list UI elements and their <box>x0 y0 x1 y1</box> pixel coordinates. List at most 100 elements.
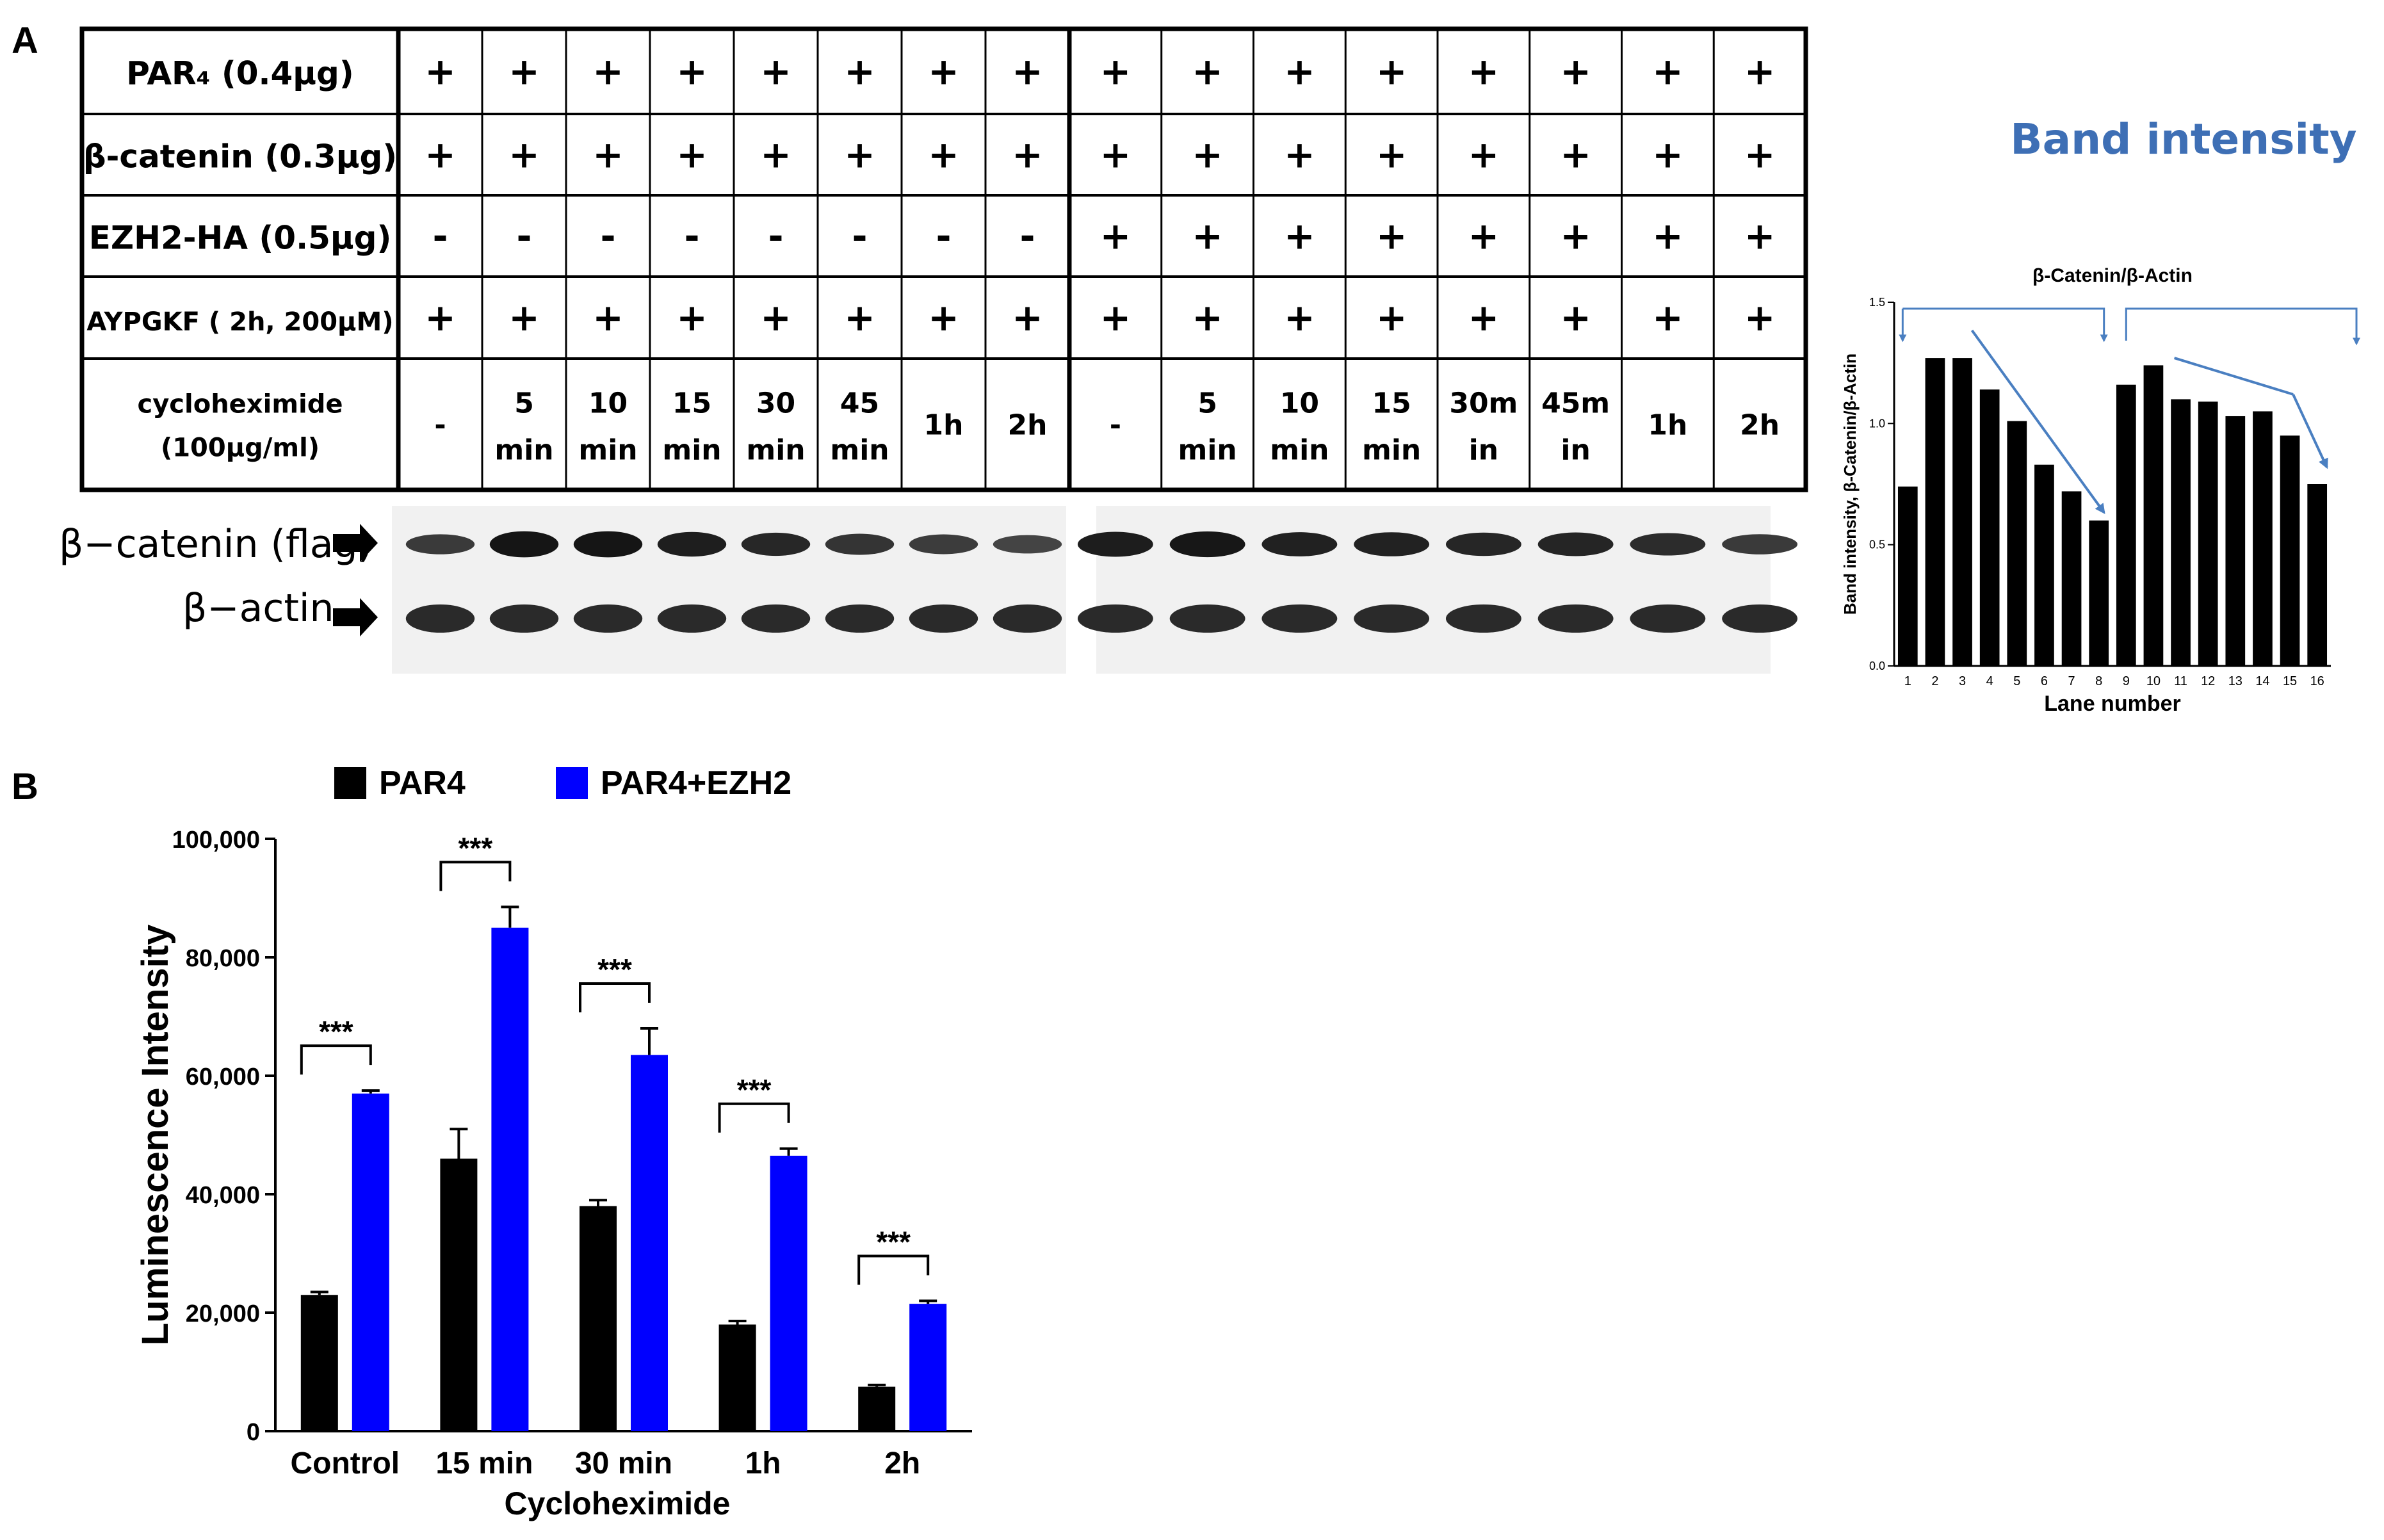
condition-cell: + <box>1100 50 1131 93</box>
bar <box>2225 416 2246 666</box>
x-tick-label: 15 min <box>435 1447 533 1480</box>
cycloheximide-time: 1h <box>1648 409 1687 442</box>
condition-cell: + <box>1560 133 1591 177</box>
condition-cell: + <box>1744 50 1776 93</box>
condition-cell: + <box>676 50 708 93</box>
y-tick-label: 0.5 <box>1869 539 1885 551</box>
bar <box>1925 358 1945 666</box>
beta-actin-band <box>1630 604 1706 633</box>
condition-cell: - <box>768 215 783 258</box>
bar <box>1979 389 2000 666</box>
condition-cell: + <box>425 50 456 93</box>
cycloheximide-time-unit: min <box>494 434 553 467</box>
legend-label: PAR4+EZH2 <box>601 765 791 802</box>
bar <box>2089 520 2109 666</box>
beta-catenin-band <box>1261 532 1338 556</box>
significance-bracket <box>857 1254 930 1285</box>
condition-cell: + <box>1284 133 1315 177</box>
beta-catenin-band <box>405 534 475 555</box>
beta-actin-band <box>825 604 895 633</box>
condition-cell: + <box>1192 50 1223 93</box>
cycloheximide-time-unit: min <box>1178 434 1237 467</box>
condition-cell: + <box>508 296 540 339</box>
beta-catenin-band <box>741 532 811 556</box>
y-axis-title: Band intensity, β-Catenin/β-Actin <box>1840 353 1860 615</box>
x-tick-label: 6 <box>2041 674 2048 688</box>
beta-catenin-blot-label: β−catenin (flag) <box>59 522 373 567</box>
beta-catenin-band <box>909 534 978 555</box>
condition-cell: + <box>1192 133 1223 177</box>
significance-label: *** <box>597 953 632 986</box>
beta-catenin-band <box>489 531 559 558</box>
cycloheximide-time: 45 <box>840 387 879 420</box>
beta-catenin-band <box>993 535 1062 554</box>
bar <box>2198 401 2218 666</box>
x-tick-label: 15 <box>2283 674 2297 688</box>
significance-bracket <box>439 861 512 891</box>
cycloheximide-time: - <box>434 409 446 442</box>
beta-actin-band <box>1169 604 1245 633</box>
y-tick-label: 100,000 <box>172 827 260 854</box>
cycloheximide-time: 2h <box>1740 409 1780 442</box>
bar <box>352 1093 389 1431</box>
bar <box>718 1324 756 1431</box>
condition-row-label: PAR₄ (0.4µg) <box>126 55 353 92</box>
legend-swatch <box>556 767 588 799</box>
cycloheximide-time-unit: min <box>746 434 805 467</box>
cycloheximide-time-unit: in <box>1469 434 1498 467</box>
bracket-arrow <box>1902 307 2108 343</box>
beta-actin-band <box>1261 604 1338 633</box>
condition-cell: + <box>1744 133 1776 177</box>
bar <box>2253 411 2273 666</box>
condition-cell: + <box>1468 50 1500 93</box>
x-tick-label: 1h <box>745 1447 781 1480</box>
bar <box>2280 435 2300 666</box>
beta-actin-band <box>1354 604 1430 633</box>
y-tick-label: 1.5 <box>1869 296 1885 309</box>
bar <box>440 1158 478 1431</box>
cycloheximide-time: 10 <box>1280 387 1319 420</box>
y-tick-label: 0.0 <box>1869 660 1885 672</box>
condition-cell: + <box>1652 133 1683 177</box>
cycloheximide-time: 30 <box>756 387 795 420</box>
condition-cell: + <box>1468 215 1500 258</box>
condition-row-label: AYPGKF ( 2h, 200µM) <box>86 307 393 337</box>
condition-cell: + <box>1012 133 1043 177</box>
trend-arrow <box>2173 357 2294 396</box>
condition-cell: + <box>1468 296 1500 339</box>
condition-cell: + <box>1192 215 1223 258</box>
bracket-arrow <box>2125 307 2360 346</box>
beta-catenin-band <box>1722 534 1798 555</box>
band-intensity-heading: Band intensity <box>2010 115 2356 164</box>
bar <box>770 1155 807 1431</box>
x-tick-label: 10 <box>2146 674 2161 688</box>
significance-bracket <box>300 1044 372 1075</box>
cycloheximide-time-unit: min <box>662 434 721 467</box>
condition-cell: + <box>1100 215 1131 258</box>
beta-actin-band <box>1077 604 1153 633</box>
cycloheximide-time-unit: in <box>1561 434 1590 467</box>
cycloheximide-time: - <box>1110 409 1121 442</box>
cycloheximide-time: 1h <box>924 409 964 442</box>
cycloheximide-time: 15 <box>1372 387 1411 420</box>
band-intensity-chart-title: β-Catenin/β-Actin <box>2032 265 2193 286</box>
condition-cell: + <box>1100 133 1131 177</box>
condition-cell: + <box>1284 296 1315 339</box>
beta-actin-band <box>741 604 811 633</box>
cycloheximide-time: 10 <box>588 387 628 420</box>
cycloheximide-time: 5 <box>1197 387 1217 420</box>
cycloheximide-time: 30m <box>1449 387 1518 420</box>
condition-cell: + <box>1012 296 1043 339</box>
condition-cell: + <box>1376 50 1407 93</box>
y-tick-label: 20,000 <box>186 1301 260 1327</box>
y-tick-label: 40,000 <box>186 1182 260 1209</box>
beta-actin-band <box>405 604 475 633</box>
x-tick-label: 4 <box>1986 674 1993 688</box>
legend-swatch <box>334 767 366 799</box>
condition-cell: + <box>676 296 708 339</box>
x-axis-title: Cycloheximide <box>505 1486 731 1521</box>
panel-a-label: A <box>12 20 38 61</box>
bar <box>2061 491 2082 666</box>
